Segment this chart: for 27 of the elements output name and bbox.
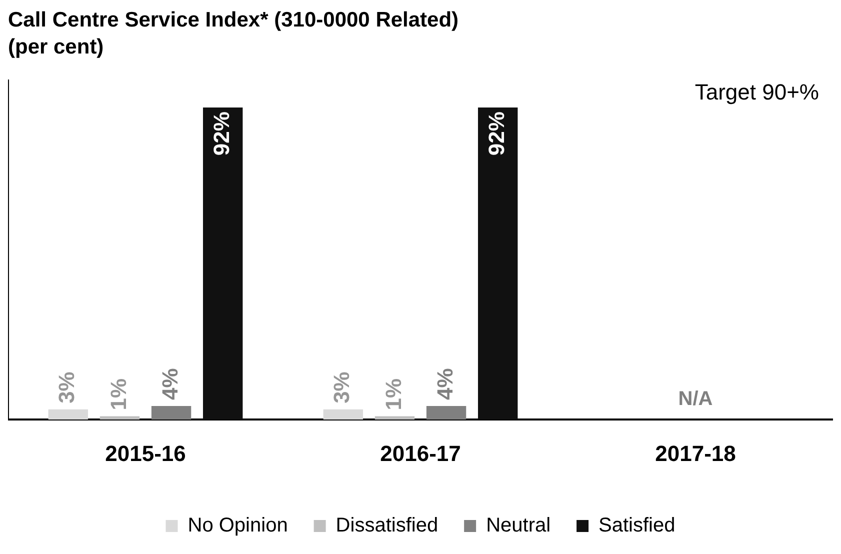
data-label: 3% xyxy=(54,372,80,404)
bar xyxy=(374,416,415,420)
legend-label: Satisfied xyxy=(598,514,676,537)
bar xyxy=(100,416,140,420)
legend-label: Neutral xyxy=(486,514,551,537)
bar xyxy=(48,409,88,420)
annotation: N/A xyxy=(678,388,713,410)
x-tick-label: 2016-17 xyxy=(380,440,461,466)
data-label: 3% xyxy=(329,372,354,404)
data-label: 92% xyxy=(484,112,509,156)
legend-label: Dissatisfied xyxy=(336,514,438,537)
data-label: 1% xyxy=(380,378,406,410)
bar xyxy=(426,406,466,420)
data-label: 1% xyxy=(106,378,131,410)
data-label: 4% xyxy=(157,368,182,400)
chart-subtitle: (per cent) xyxy=(8,36,104,59)
bar xyxy=(478,108,518,420)
chart-title: Call Centre Service Index* (310-0000 Related) xyxy=(8,8,459,32)
x-tick-label: 2017-18 xyxy=(655,440,736,466)
text: Target 90+% xyxy=(694,79,819,104)
x-tick-label: 2015-16 xyxy=(105,440,186,466)
data-label: 4% xyxy=(432,368,458,400)
bar xyxy=(323,409,364,420)
legend-label: No Opinion xyxy=(188,514,288,537)
bar xyxy=(202,108,243,420)
bar xyxy=(151,406,192,420)
data-label: 92% xyxy=(208,112,234,156)
